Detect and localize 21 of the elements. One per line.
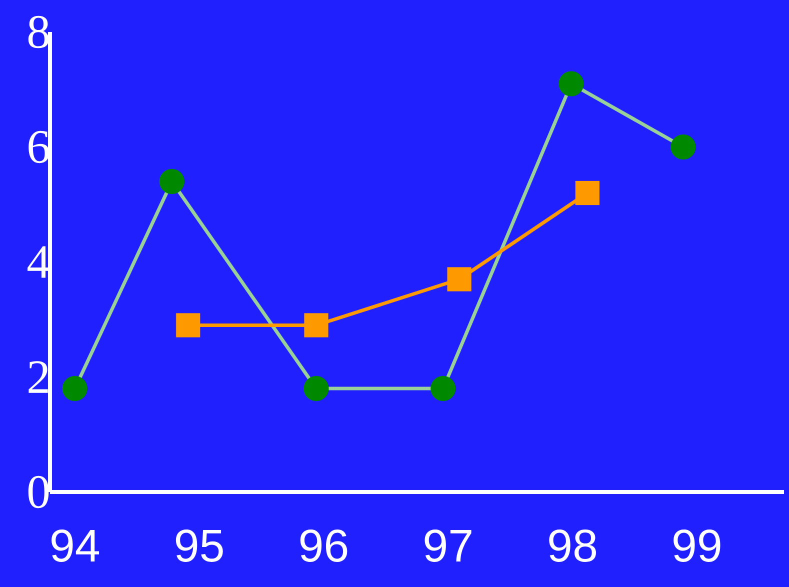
y-tick-label: 4 — [28, 246, 50, 278]
point — [304, 376, 329, 402]
x-tick-label: 97 — [424, 530, 472, 562]
x-tick-label: 96 — [300, 530, 348, 562]
point — [62, 376, 88, 402]
point — [558, 71, 584, 96]
point — [575, 180, 600, 206]
point — [670, 134, 696, 160]
point — [304, 313, 328, 338]
y-tick-label: 6 — [28, 130, 50, 164]
point — [430, 376, 456, 402]
point — [159, 168, 184, 194]
x-tick-label: 94 — [52, 530, 100, 562]
y-tick-label: 8 — [28, 16, 49, 48]
point — [176, 313, 200, 338]
x-tick-label: 98 — [549, 530, 596, 562]
x-tick-label: 99 — [674, 530, 720, 562]
x-tick-label: 95 — [176, 530, 223, 562]
point — [447, 267, 472, 292]
y-tick-label: 0 — [28, 476, 49, 508]
y-tick-label: 2 — [28, 361, 48, 393]
